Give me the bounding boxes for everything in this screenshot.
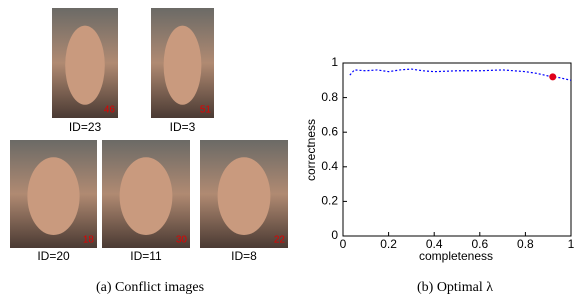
photo-number: 51 [200,105,212,116]
face [120,157,173,235]
y-tick-label: 0.4 [321,159,338,173]
figure: (a) Conflict images (b) Optimal λ comple… [0,0,574,298]
line [350,69,571,80]
photo-number: 46 [104,105,116,116]
plot-frame [343,63,571,236]
caption: (b) Optimal λ [417,280,493,295]
y-tick-label: 0.6 [321,124,338,138]
caption: (a) Conflict images [96,280,204,295]
y-tick-label: 0.8 [321,90,338,104]
x-tick-label: 0.8 [517,237,534,251]
y-tick-label: 1 [331,55,338,69]
y-axis-label: correctness [304,119,318,181]
x-tick-label: 0 [340,237,347,251]
x-tick-label: 0.2 [380,237,397,251]
photo-label: ID=8 [231,249,257,263]
face [218,157,271,235]
face [164,26,202,105]
photo-number: 18 [83,235,95,246]
face [27,157,79,235]
x-tick-label: 0.6 [471,237,488,251]
x-tick-label: 1 [568,237,574,251]
y-tick-label: 0 [331,228,338,242]
x-axis-label: completeness [419,249,493,263]
photo-label: ID=3 [170,120,196,134]
optimum-point [549,73,556,80]
photo-label: ID=11 [130,249,162,263]
y-tick-label: 0.2 [321,194,338,208]
photo-label: ID=20 [37,249,70,263]
photo-number: 22 [274,235,286,246]
photo-label: ID=23 [69,120,102,134]
x-tick-label: 0.4 [426,237,443,251]
photo-number: 30 [176,235,188,246]
face [65,26,105,105]
